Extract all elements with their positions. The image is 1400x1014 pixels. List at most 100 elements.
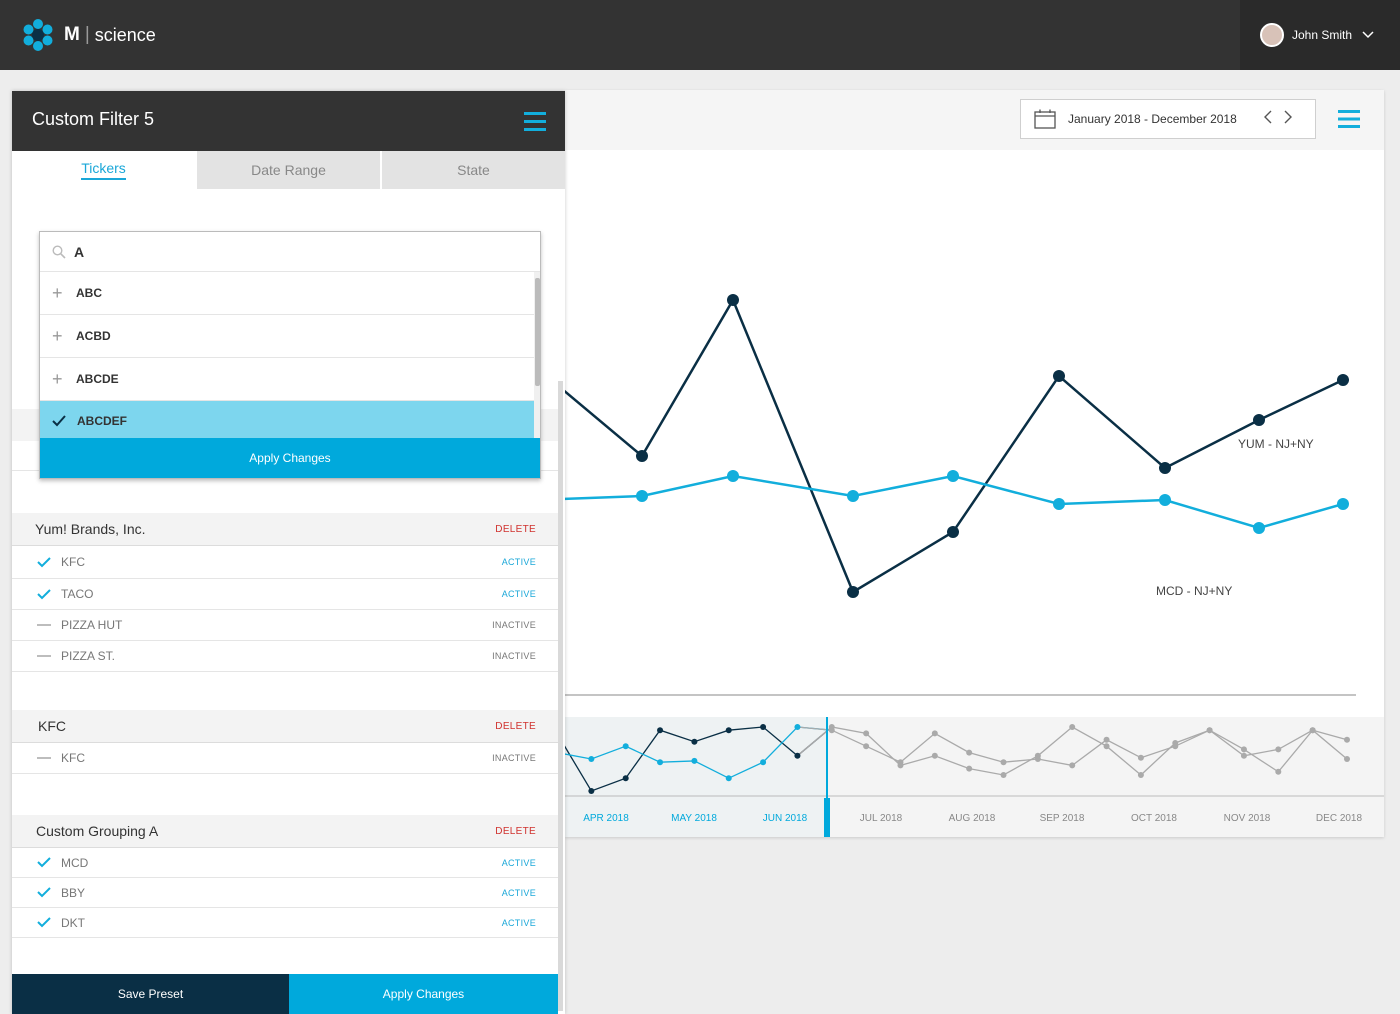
brush-tick-label: JUN 2018 [763,813,808,824]
dropdown-item-selected[interactable]: ABCDEF [40,401,534,441]
status-badge[interactable]: ACTIVE [501,857,536,868]
chevron-right-icon [1284,110,1292,123]
tab-date-range[interactable]: Date Range [195,151,380,189]
data-point [727,294,739,306]
brush-data-point [1034,756,1041,762]
brush-data-point [725,727,732,734]
dropdown-item[interactable]: + ABC [40,272,534,315]
hamburger-menu-icon[interactable] [524,112,546,131]
check-icon[interactable] [36,886,52,900]
ticker-row[interactable]: DKT ACTIVE [12,908,558,938]
series-label: YUM - NJ+NY [1238,437,1314,451]
brush-background [827,717,1384,837]
data-point [1337,374,1349,386]
ticker-row[interactable]: MCD ACTIVE [12,848,558,878]
data-point [727,470,739,482]
tab-tickers[interactable]: Tickers [12,151,195,189]
status-badge[interactable]: ACTIVE [501,589,536,599]
status-badge[interactable]: INACTIVE [492,753,536,763]
brand-logo[interactable]: M | science [22,18,156,52]
dropdown-item[interactable]: + ACBD [40,315,534,358]
group-title: KFC [38,718,66,734]
user-menu[interactable]: John Smith [1240,0,1400,70]
dash-icon[interactable] [36,751,52,765]
brush-data-point [657,727,664,734]
brush-data-point [966,749,973,756]
brush-data-point [1137,772,1144,778]
brush-data-point [622,775,629,782]
brush-data-point [588,788,595,794]
status-badge[interactable]: ACTIVE [501,917,536,928]
brush-data-point [1137,754,1144,761]
data-point [847,586,859,598]
filter-panel: Custom Filter 5 Tickers Date Range State… [12,91,565,1014]
brush-tick-label: AUG 2018 [949,813,996,824]
brush-data-point [931,752,938,759]
range-brush-chart[interactable]: APR 2018 MAY 2018 JUN 2018 JUL 2018 AUG 2018… [565,717,1384,837]
delete-group-button[interactable]: DELETE [495,825,536,837]
check-icon[interactable] [36,916,52,930]
data-point [1159,494,1171,506]
dropdown-apply-button[interactable]: Apply Changes [40,438,540,478]
ticker-group: Custom Grouping A DELETE MCD ACTIVE BBY … [12,815,558,938]
brush-data-point [794,724,801,730]
data-point [947,470,959,482]
chevron-down-icon [1362,31,1374,39]
brush-tick-label: DEC 2018 [1316,813,1363,824]
chart-card: January 2018 - December 2018 YUM - NJ+NY… [565,90,1384,837]
group-header: Yum! Brands, Inc. DELETE [12,513,558,546]
group-header: Custom Grouping A DELETE [12,815,558,848]
save-preset-button[interactable]: Save Preset [12,974,289,1014]
ticker-search-input[interactable]: A [40,232,540,272]
hamburger-menu-icon[interactable] [1338,110,1360,128]
ticker-group: KFC DELETE KFC INACTIVE [12,710,558,774]
status-badge[interactable]: INACTIVE [492,651,536,661]
brush-data-point [1309,727,1316,734]
delete-group-button[interactable]: DELETE [495,523,536,535]
prev-period-button[interactable] [1258,110,1278,129]
check-icon[interactable] [36,555,52,569]
panel-tabs: Tickers Date Range State [12,151,565,189]
chart-header: January 2018 - December 2018 [565,90,1384,150]
brush-data-point [1103,743,1110,750]
status-badge[interactable]: ACTIVE [501,887,536,898]
tab-state[interactable]: State [380,151,565,189]
status-badge[interactable]: INACTIVE [492,620,536,630]
plus-icon: + [52,368,63,389]
brush-selection [565,717,827,837]
next-period-button[interactable] [1278,110,1298,129]
group-header: KFC DELETE [12,710,558,743]
panel-title: Custom Filter 5 [32,109,155,129]
brush-data-point [1000,759,1007,766]
ticker-row[interactable]: KFC INACTIVE [12,743,558,774]
brush-data-point [760,759,767,766]
check-icon[interactable] [36,587,52,601]
brush-data-point [1344,756,1350,762]
ticker-row[interactable]: PIZZA HUT INACTIVE [12,610,558,641]
dropdown-scrollbar[interactable] [534,272,540,438]
dash-icon[interactable] [36,618,52,632]
data-point [1159,462,1171,474]
ticker-row[interactable]: TACO ACTIVE [12,579,558,610]
apply-changes-button[interactable]: Apply Changes [289,974,558,1014]
data-point [1253,522,1265,534]
delete-group-button[interactable]: DELETE [495,720,536,732]
ticker-row[interactable]: KFC ACTIVE [12,546,558,579]
ticker-row[interactable]: PIZZA ST. INACTIVE [12,641,558,672]
check-icon[interactable] [36,856,52,870]
brush-data-point [828,727,835,734]
date-range-picker[interactable]: January 2018 - December 2018 [1020,99,1316,139]
panel-scrollbar[interactable] [558,381,563,1011]
data-point [1053,370,1065,382]
series-label: MCD - NJ+NY [1156,584,1232,598]
ticker-row[interactable]: BBY ACTIVE [12,878,558,908]
check-icon [52,414,66,426]
status-badge[interactable]: ACTIVE [501,557,536,567]
top-bar: M | science John Smith [0,0,1400,70]
brush-data-point [794,752,801,759]
dash-icon[interactable] [36,649,52,663]
dropdown-item[interactable]: + ABCDE [40,358,534,401]
search-icon [52,244,66,259]
ticker-group: Yum! Brands, Inc. DELETE KFC ACTIVE TACO… [12,513,558,672]
brush-data-point [1344,736,1350,743]
